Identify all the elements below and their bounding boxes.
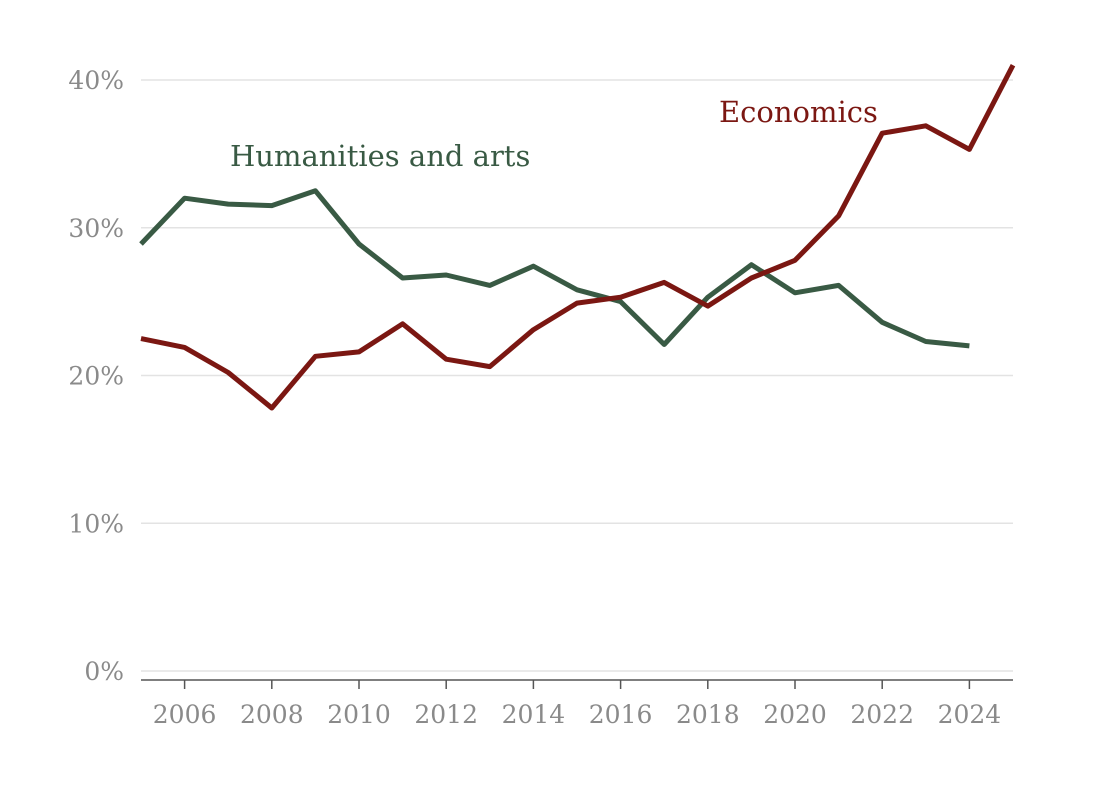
x-tick-label-2022: 2022: [850, 700, 914, 729]
series-label-humanities-and-arts: Humanities and arts: [230, 139, 530, 173]
x-tick-label-2016: 2016: [589, 700, 653, 729]
x-tick-label-2010: 2010: [327, 700, 391, 729]
y-axis-tick-labels: 0% 10% 20% 30% 40%: [68, 66, 124, 686]
y-tick-label-10: 10%: [68, 509, 124, 538]
series-lines: [139, 64, 1016, 411]
series-line-humanities-and-arts: [139, 188, 970, 349]
grid-lines: [141, 79, 1013, 672]
x-axis-tick-labels: 2006 2008 2010 2012 2014 2016 2018 2020 2022 2024: [153, 700, 1001, 729]
y-tick-label-0: 0%: [84, 657, 124, 686]
y-tick-label-40: 40%: [68, 66, 124, 95]
x-tick-label-2014: 2014: [502, 700, 566, 729]
x-tick-label-2020: 2020: [763, 700, 827, 729]
x-tick-label-2024: 2024: [938, 700, 1002, 729]
x-tick-label-2006: 2006: [153, 700, 217, 729]
y-tick-label-20: 20%: [68, 362, 124, 391]
y-tick-label-30: 30%: [68, 214, 124, 243]
series-line-economics: [140, 64, 1016, 411]
x-tick-label-2012: 2012: [414, 700, 478, 729]
x-axis: [141, 679, 1013, 689]
x-tick-label-2018: 2018: [676, 700, 740, 729]
x-tick-label-2008: 2008: [240, 700, 304, 729]
series-label-economics: Economics: [719, 95, 878, 129]
